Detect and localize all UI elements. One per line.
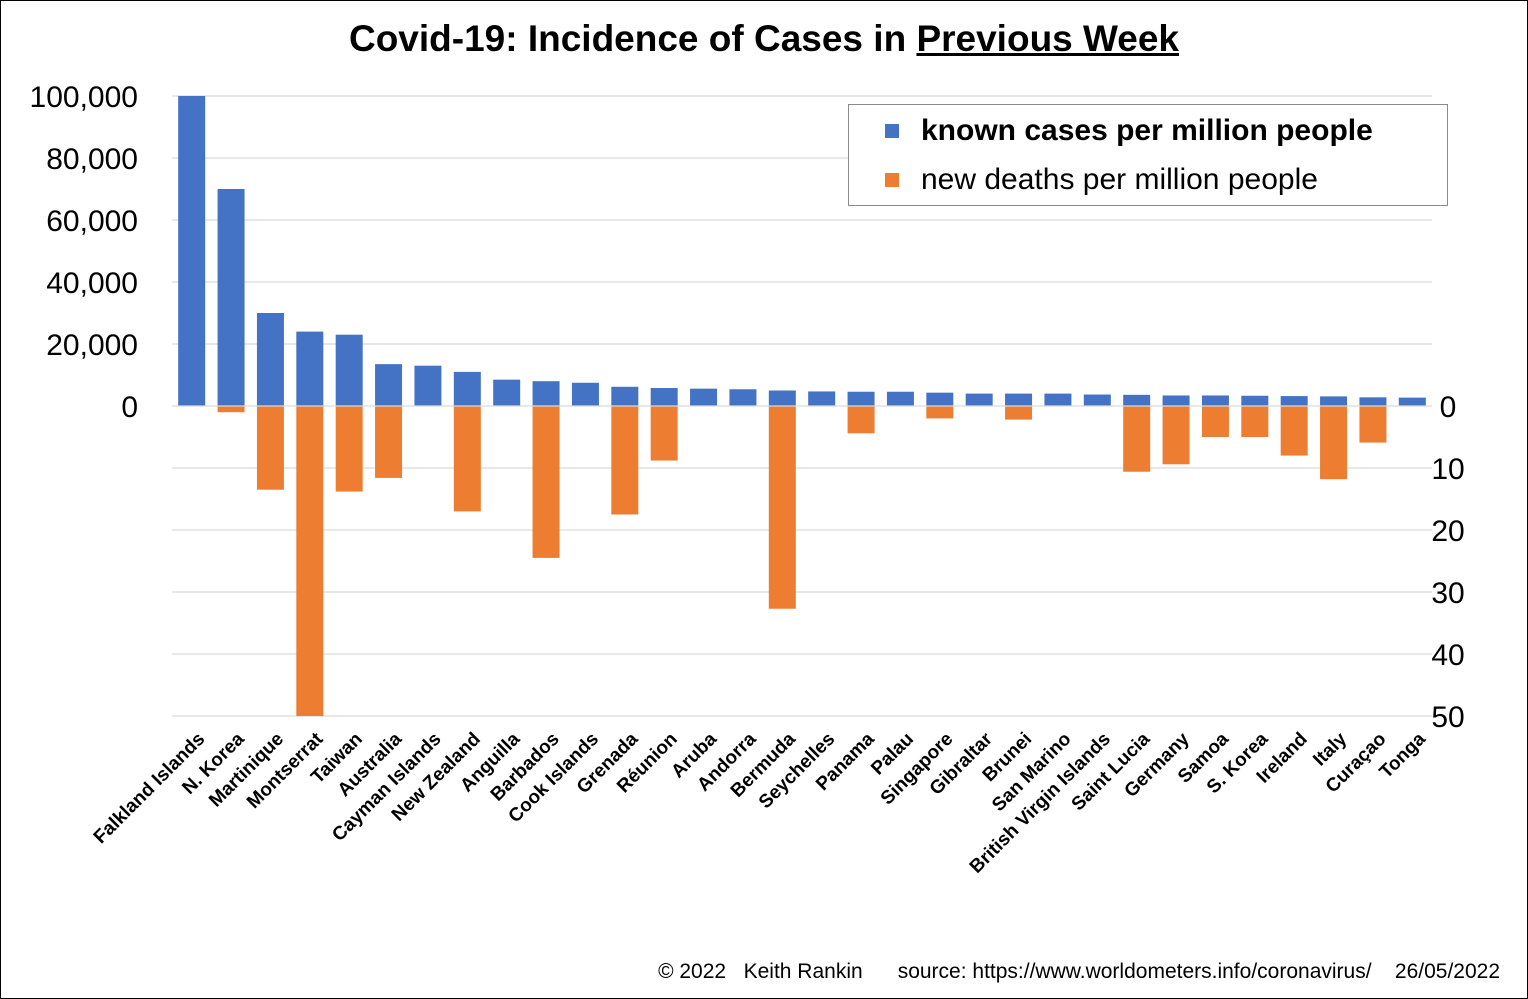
bar-deaths-2 bbox=[256, 406, 284, 490]
bar-cases-1 bbox=[217, 189, 245, 406]
left-tick-label-5: 100,000 bbox=[30, 81, 138, 114]
footer-copyright: © 2022 Keith Rankin bbox=[658, 960, 863, 983]
left-tick-label-2: 40,000 bbox=[46, 267, 138, 300]
left-tick-label-3: 60,000 bbox=[46, 205, 138, 238]
bar-deaths-3 bbox=[296, 406, 324, 716]
legend-swatch-deaths bbox=[885, 173, 899, 187]
bar-cases-14 bbox=[729, 389, 757, 406]
bar-cases-10 bbox=[571, 382, 599, 406]
bar-cases-24 bbox=[1123, 394, 1151, 406]
bar-cases-29 bbox=[1320, 396, 1348, 406]
bar-cases-15 bbox=[768, 390, 796, 406]
bar-cases-19 bbox=[926, 392, 954, 406]
bar-cases-20 bbox=[965, 393, 993, 406]
bar-cases-7 bbox=[453, 371, 481, 406]
bar-deaths-15 bbox=[768, 406, 796, 609]
footer-source: source: https://www.worldometers.info/co… bbox=[897, 960, 1372, 983]
bar-cases-26 bbox=[1201, 395, 1229, 406]
bar-cases-12 bbox=[650, 388, 678, 406]
bar-deaths-27 bbox=[1241, 406, 1269, 437]
bar-cases-23 bbox=[1083, 394, 1111, 406]
legend-item-deaths: new deaths per million people bbox=[885, 162, 1318, 198]
bar-cases-9 bbox=[532, 381, 560, 406]
left-tick-label-4: 80,000 bbox=[46, 143, 138, 176]
chart-footer: © 2022 Keith Rankin source: https://www.… bbox=[658, 960, 1500, 984]
footer-date: 26/05/2022 bbox=[1394, 960, 1500, 983]
bar-cases-0 bbox=[178, 96, 206, 406]
bar-deaths-12 bbox=[650, 406, 678, 461]
bar-cases-22 bbox=[1044, 393, 1072, 406]
bar-cases-21 bbox=[1005, 393, 1033, 406]
bar-deaths-28 bbox=[1280, 406, 1308, 456]
left-tick-label-0: 0 bbox=[121, 391, 138, 424]
category-label-31: Tonga bbox=[1376, 728, 1430, 782]
bar-cases-27 bbox=[1241, 395, 1269, 406]
bar-deaths-17 bbox=[847, 406, 875, 434]
bar-cases-25 bbox=[1162, 395, 1190, 406]
chart-title-emphasis: Previous Week bbox=[916, 18, 1180, 59]
legend-label-deaths: new deaths per million people bbox=[921, 163, 1318, 196]
bar-cases-17 bbox=[847, 391, 875, 406]
bar-cases-3 bbox=[296, 331, 324, 406]
legend-item-cases: known cases per million people bbox=[885, 113, 1373, 149]
right-tick-label-3: 30 bbox=[1431, 577, 1464, 610]
right-tick-label-5: 50 bbox=[1431, 701, 1464, 734]
bar-cases-18 bbox=[886, 391, 914, 406]
bar-deaths-1 bbox=[217, 406, 245, 413]
bar-deaths-5 bbox=[375, 406, 403, 478]
legend-label-cases: known cases per million people bbox=[921, 114, 1373, 147]
bar-cases-4 bbox=[335, 334, 363, 406]
bar-deaths-24 bbox=[1123, 406, 1151, 472]
bar-cases-2 bbox=[256, 313, 284, 406]
right-tick-label-0: 0 bbox=[1440, 391, 1457, 424]
bar-deaths-7 bbox=[453, 406, 481, 512]
bar-cases-6 bbox=[414, 365, 442, 406]
bar-deaths-4 bbox=[335, 406, 363, 492]
bar-cases-5 bbox=[375, 364, 403, 406]
left-tick-label-1: 20,000 bbox=[46, 329, 138, 362]
bar-deaths-26 bbox=[1201, 406, 1229, 437]
bar-cases-31 bbox=[1398, 397, 1426, 406]
right-tick-label-1: 10 bbox=[1431, 453, 1464, 486]
bar-cases-8 bbox=[493, 379, 521, 406]
bar-cases-28 bbox=[1280, 396, 1308, 406]
chart-title-prefix: Covid-19: Incidence of Cases in bbox=[348, 18, 917, 59]
bar-deaths-30 bbox=[1359, 406, 1387, 443]
bar-cases-16 bbox=[808, 391, 836, 406]
bar-deaths-11 bbox=[611, 406, 639, 515]
bar-cases-30 bbox=[1359, 397, 1387, 406]
bar-deaths-21 bbox=[1005, 406, 1033, 420]
right-tick-label-4: 40 bbox=[1431, 639, 1464, 672]
right-tick-label-2: 20 bbox=[1431, 515, 1464, 548]
bar-cases-11 bbox=[611, 386, 639, 406]
bar-deaths-19 bbox=[926, 406, 954, 419]
chart-legend: known cases per million people new death… bbox=[848, 104, 1448, 206]
bar-deaths-25 bbox=[1162, 406, 1190, 465]
bar-deaths-9 bbox=[532, 406, 560, 558]
chart-title: Covid-19: Incidence of Cases in Previous… bbox=[0, 18, 1528, 60]
bar-cases-13 bbox=[690, 388, 718, 406]
bar-deaths-29 bbox=[1320, 406, 1348, 480]
legend-swatch-cases bbox=[885, 124, 899, 138]
